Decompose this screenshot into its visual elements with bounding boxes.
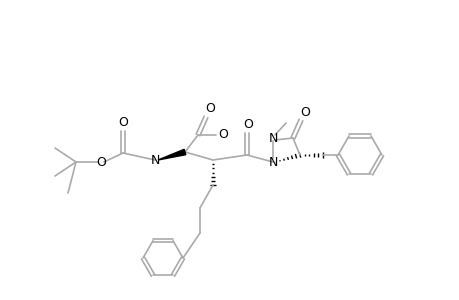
Text: O: O — [218, 128, 228, 142]
Text: O: O — [299, 106, 309, 118]
Text: O: O — [242, 118, 252, 131]
Polygon shape — [157, 149, 185, 160]
Text: N: N — [268, 155, 277, 169]
Text: N: N — [268, 131, 277, 145]
Text: O: O — [118, 116, 128, 130]
Text: O: O — [205, 103, 214, 116]
Text: O: O — [96, 155, 106, 169]
Text: N: N — [150, 154, 159, 166]
